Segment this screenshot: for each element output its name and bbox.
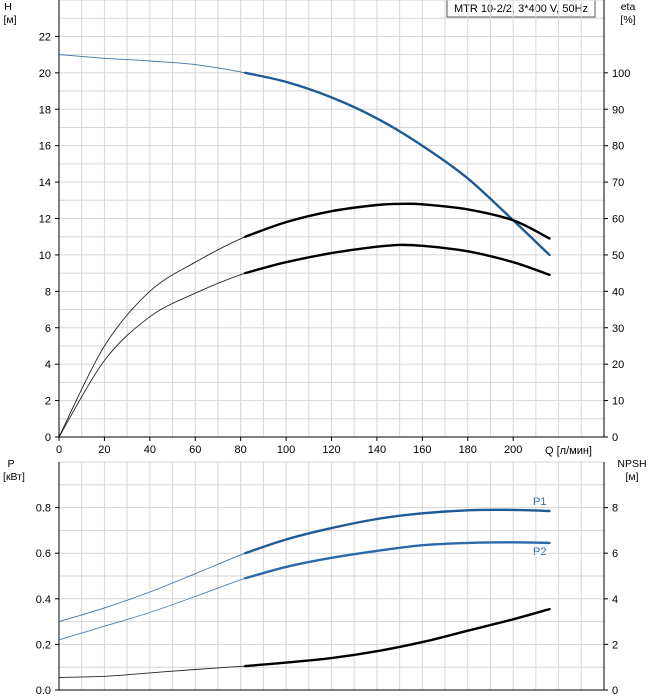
left-tick-label: 0.4 [36, 594, 51, 606]
right-tick-label: 80 [612, 141, 624, 153]
left-tick-label: 12 [39, 214, 51, 226]
x-tick-label: 100 [277, 444, 295, 456]
left-tick-label: 8 [45, 286, 51, 298]
x-tick-label: 80 [235, 444, 247, 456]
bottom-left-axis-title: P [7, 458, 14, 470]
series-curve-operating-1-2 [244, 607, 551, 668]
x-tick-label: 120 [322, 444, 340, 456]
bottom-right-axis-unit: [м] [625, 471, 638, 483]
right-tick-label: 6 [612, 548, 618, 560]
left-tick-label: 14 [39, 177, 51, 189]
right-tick-label: 8 [612, 503, 618, 515]
series-curve-operating-0-0 [244, 71, 551, 257]
right-tick-label: 50 [612, 250, 624, 262]
right-tick-label: 0 [612, 685, 618, 697]
bottom-left-axis-unit: [кВт] [3, 471, 25, 483]
right-tick-label: 30 [612, 323, 624, 335]
series-curve-operating-1-0 [244, 508, 551, 555]
left-tick-label: 22 [39, 31, 51, 43]
top-left-axis-unit: [м] [3, 14, 16, 26]
right-tick-label: 70 [612, 177, 624, 189]
x-tick-label: 40 [144, 444, 156, 456]
x-tick-label: 180 [459, 444, 477, 456]
left-tick-label: 0.2 [36, 639, 51, 651]
x-tick-label: 0 [56, 444, 62, 456]
series-curve-operating-0-2 [244, 243, 551, 277]
top-right-axis-unit: [%] [620, 14, 635, 26]
right-tick-label: 0 [612, 432, 618, 444]
series-layer [58, 54, 551, 678]
right-tick-label: 10 [612, 396, 624, 408]
bottom-right-axis-title: NPSH [617, 458, 646, 470]
left-tick-label: 6 [45, 323, 51, 335]
top-left-axis-title: H [4, 1, 12, 13]
left-tick-label: 20 [39, 68, 51, 80]
x-axis-title: Q [л/мин] [545, 445, 592, 457]
ticks-layer: 0246810121416182022010203040506070809010… [36, 31, 631, 697]
x-tick-label: 20 [98, 444, 110, 456]
grid-layer [58, 0, 605, 691]
right-tick-label: 100 [612, 68, 630, 80]
series-label-p2: P2 [533, 546, 546, 558]
right-tick-label: 90 [612, 104, 624, 116]
pump-title-box [446, 0, 596, 18]
right-tick-label: 2 [612, 639, 618, 651]
pump-title: MTR 10-2/2, 3*400 V, 50Hz [454, 3, 588, 15]
left-tick-label: 0 [45, 432, 51, 444]
left-tick-label: 2 [45, 396, 51, 408]
series-curve-operating-1-1 [244, 541, 551, 580]
left-tick-label: 4 [45, 359, 51, 371]
right-tick-label: 40 [612, 286, 624, 298]
left-tick-label: 18 [39, 104, 51, 116]
series-curve-operating-0-1 [244, 202, 551, 240]
right-tick-label: 4 [612, 594, 618, 606]
left-tick-label: 0.8 [36, 503, 51, 515]
left-tick-label: 0.0 [36, 685, 51, 697]
x-tick-label: 160 [413, 444, 431, 456]
left-tick-label: 10 [39, 250, 51, 262]
left-tick-label: 16 [39, 141, 51, 153]
right-tick-label: 20 [612, 359, 624, 371]
right-tick-label: 60 [612, 214, 624, 226]
x-tick-label: 140 [368, 444, 386, 456]
top-right-axis-title: eta [621, 1, 636, 13]
left-tick-label: 0.6 [36, 548, 51, 560]
x-tick-label: 200 [504, 444, 522, 456]
x-tick-label: 60 [189, 444, 201, 456]
series-label-p1: P1 [533, 496, 546, 508]
